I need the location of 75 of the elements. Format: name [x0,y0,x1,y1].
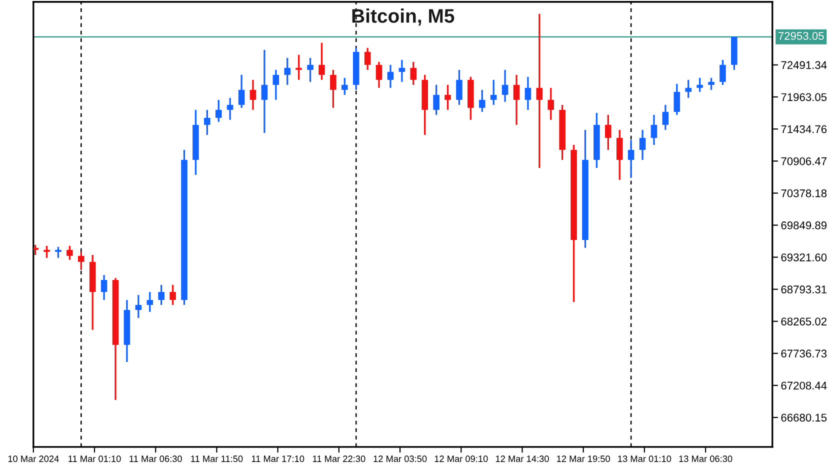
x-tick-label: 12 Mar 19:50 [557,456,610,462]
chart-title: Bitcoin, M5 [352,8,454,26]
candlestick [146,291,154,313]
candlestick [696,77,703,93]
candlestick [387,64,394,89]
y-tick-label: 66680.15 [781,414,827,422]
candlestick [238,74,245,109]
candlestick [364,47,371,71]
candlestick [720,59,726,86]
candlestick [548,87,554,121]
candlestick [398,59,406,83]
candlestick [376,61,382,89]
candlestick [341,77,348,96]
candlestick [226,97,234,121]
x-tick-label: 11 Mar 22:30 [312,456,366,462]
y-tick-label: 67208.44 [781,382,827,390]
candlestick [66,245,73,261]
candlestick [536,13,543,169]
candlestick [272,69,280,101]
y-tick-label: 69849.89 [781,221,827,230]
y-tick-label: 72491.34 [781,61,827,70]
x-tick-label: 11 Mar 01:10 [68,456,121,462]
candlestick [318,42,325,81]
y-tick-label: 69321.60 [781,253,827,262]
candlestick [433,84,440,116]
candlestick [674,83,680,116]
candlestick [158,284,164,306]
x-tick-label: 12 Mar 14:30 [496,456,549,462]
candlestick [215,99,222,123]
x-tick-label: 12 Mar 09:10 [434,456,488,462]
candlestick [307,57,314,83]
x-tick-label: 10 Mar 2024 [8,456,59,462]
candlestick [250,79,256,111]
y-tick-label: 67736.73 [781,350,827,358]
candlestick [616,129,623,181]
candlestick [685,79,692,99]
y-tick-label: 71434.76 [781,125,827,134]
candlestick [513,74,520,126]
candlestick [170,284,176,306]
y-tick-label: 68793.31 [781,286,827,294]
candlestick [296,54,302,81]
candlestick [478,89,486,113]
candlestick [44,245,50,259]
x-tick-label: 13 Mar 06:30 [679,456,732,462]
x-tick-label: 11 Mar 06:30 [130,456,182,462]
candlestick [662,104,669,131]
candlestick [639,129,646,161]
candlestick [100,274,108,301]
candlestick [284,57,291,86]
x-tick-label: 12 Mar 03:50 [374,456,427,462]
candlestick [55,246,62,259]
y-tick-label: 70378.18 [781,189,827,198]
candlestick [708,77,714,91]
ref-line-label: 72953.05 [778,32,824,40]
candlestick [410,61,417,86]
candlestick [78,251,84,271]
candlestick [33,244,38,256]
candlestick [502,69,508,103]
candlestick [650,114,658,146]
x-tick-label: 13 Mar 01:10 [618,456,672,462]
y-tick-label: 71963.05 [781,93,827,102]
candlestick [490,79,497,106]
candlestick [456,69,462,106]
y-tick-label: 70906.47 [781,157,826,166]
candlestick [524,76,532,111]
x-tick-label: 11 Mar 11:50 [191,456,243,462]
candlestick [261,49,268,134]
candlestick [330,69,336,109]
candlestick [605,114,612,151]
candlestick [135,294,142,319]
candlestick [628,139,634,179]
candlestick [204,109,210,136]
candlestick [444,84,451,111]
y-tick-label: 68265.02 [781,318,826,326]
x-tick-label: 11 Mar 17:10 [252,456,304,462]
